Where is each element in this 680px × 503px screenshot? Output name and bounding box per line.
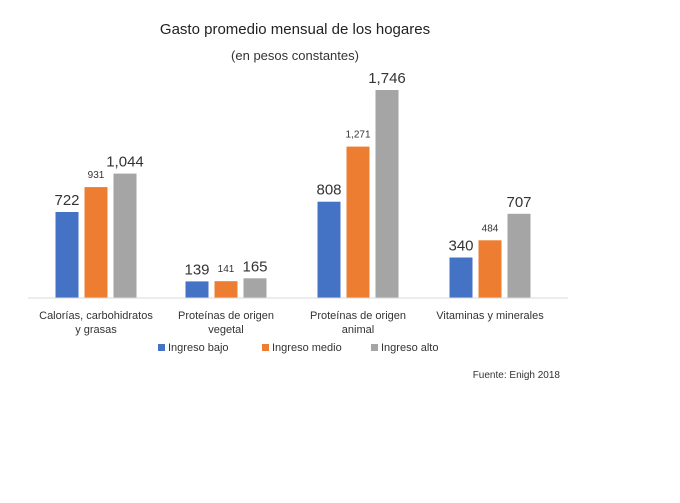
legend-label-0: Ingreso bajo xyxy=(168,342,229,354)
data-label-s1-c1: 141 xyxy=(218,264,235,275)
bar-s2-c0 xyxy=(113,173,137,298)
bar-s1-c0 xyxy=(84,187,108,298)
bar-s2-c3 xyxy=(507,213,531,298)
legend: Ingreso bajo Ingreso medio Ingreso alto xyxy=(158,342,438,354)
source-note: Fuente: Enigh 2018 xyxy=(473,370,561,381)
category-label-3-line-0: Vitaminas y minerales xyxy=(436,310,544,322)
data-label-s1-c3: 484 xyxy=(482,223,499,234)
category-label-1-line-1: vegetal xyxy=(208,324,243,336)
bar-s1-c1 xyxy=(214,281,238,298)
legend-label-1: Ingreso medio xyxy=(272,342,342,354)
category-label-2-line-0: Proteínas de origen xyxy=(310,310,406,322)
bar-s0-c0 xyxy=(55,212,79,298)
category-label-0-line-1: y grasas xyxy=(75,324,117,336)
data-label-s0-c3: 340 xyxy=(448,238,473,255)
bars-group xyxy=(55,90,531,298)
data-label-s0-c1: 139 xyxy=(184,261,209,278)
data-label-s0-c2: 808 xyxy=(316,182,341,199)
category-label-0-line-0: Calorías, carbohidratos xyxy=(39,310,153,322)
bar-s1-c2 xyxy=(346,146,370,298)
legend-swatch-1 xyxy=(262,344,269,351)
legend-swatch-2 xyxy=(371,344,378,351)
category-labels-group: Calorías, carbohidratos y grasas Proteínas… xyxy=(39,310,544,336)
data-label-s0-c0: 722 xyxy=(54,192,79,209)
bar-s2-c2 xyxy=(375,90,399,298)
data-label-s2-c3: 707 xyxy=(506,194,531,211)
legend-swatch-0 xyxy=(158,344,165,351)
data-labels-group: 722 139 808 340 931 141 1,271 484 1,044 165 1,746 7… xyxy=(54,70,531,278)
bar-s2-c1 xyxy=(243,278,267,298)
bar-s0-c3 xyxy=(449,257,473,298)
chart-title: Gasto promedio mensual de los hogares xyxy=(160,21,430,38)
category-label-1-line-0: Proteínas de origen xyxy=(178,310,274,322)
data-label-s2-c2: 1,746 xyxy=(368,70,406,87)
bar-s0-c2 xyxy=(317,201,341,298)
data-label-s2-c0: 1,044 xyxy=(106,154,144,171)
bar-s0-c1 xyxy=(185,281,209,298)
data-label-s2-c1: 165 xyxy=(242,258,267,275)
chart-subtitle: (en pesos constantes) xyxy=(231,48,359,63)
category-label-2-line-1: animal xyxy=(342,324,374,336)
data-label-s1-c0: 931 xyxy=(88,170,105,181)
legend-label-2: Ingreso alto xyxy=(381,342,438,354)
data-label-s1-c2: 1,271 xyxy=(345,130,370,141)
bar-s1-c3 xyxy=(478,240,502,298)
